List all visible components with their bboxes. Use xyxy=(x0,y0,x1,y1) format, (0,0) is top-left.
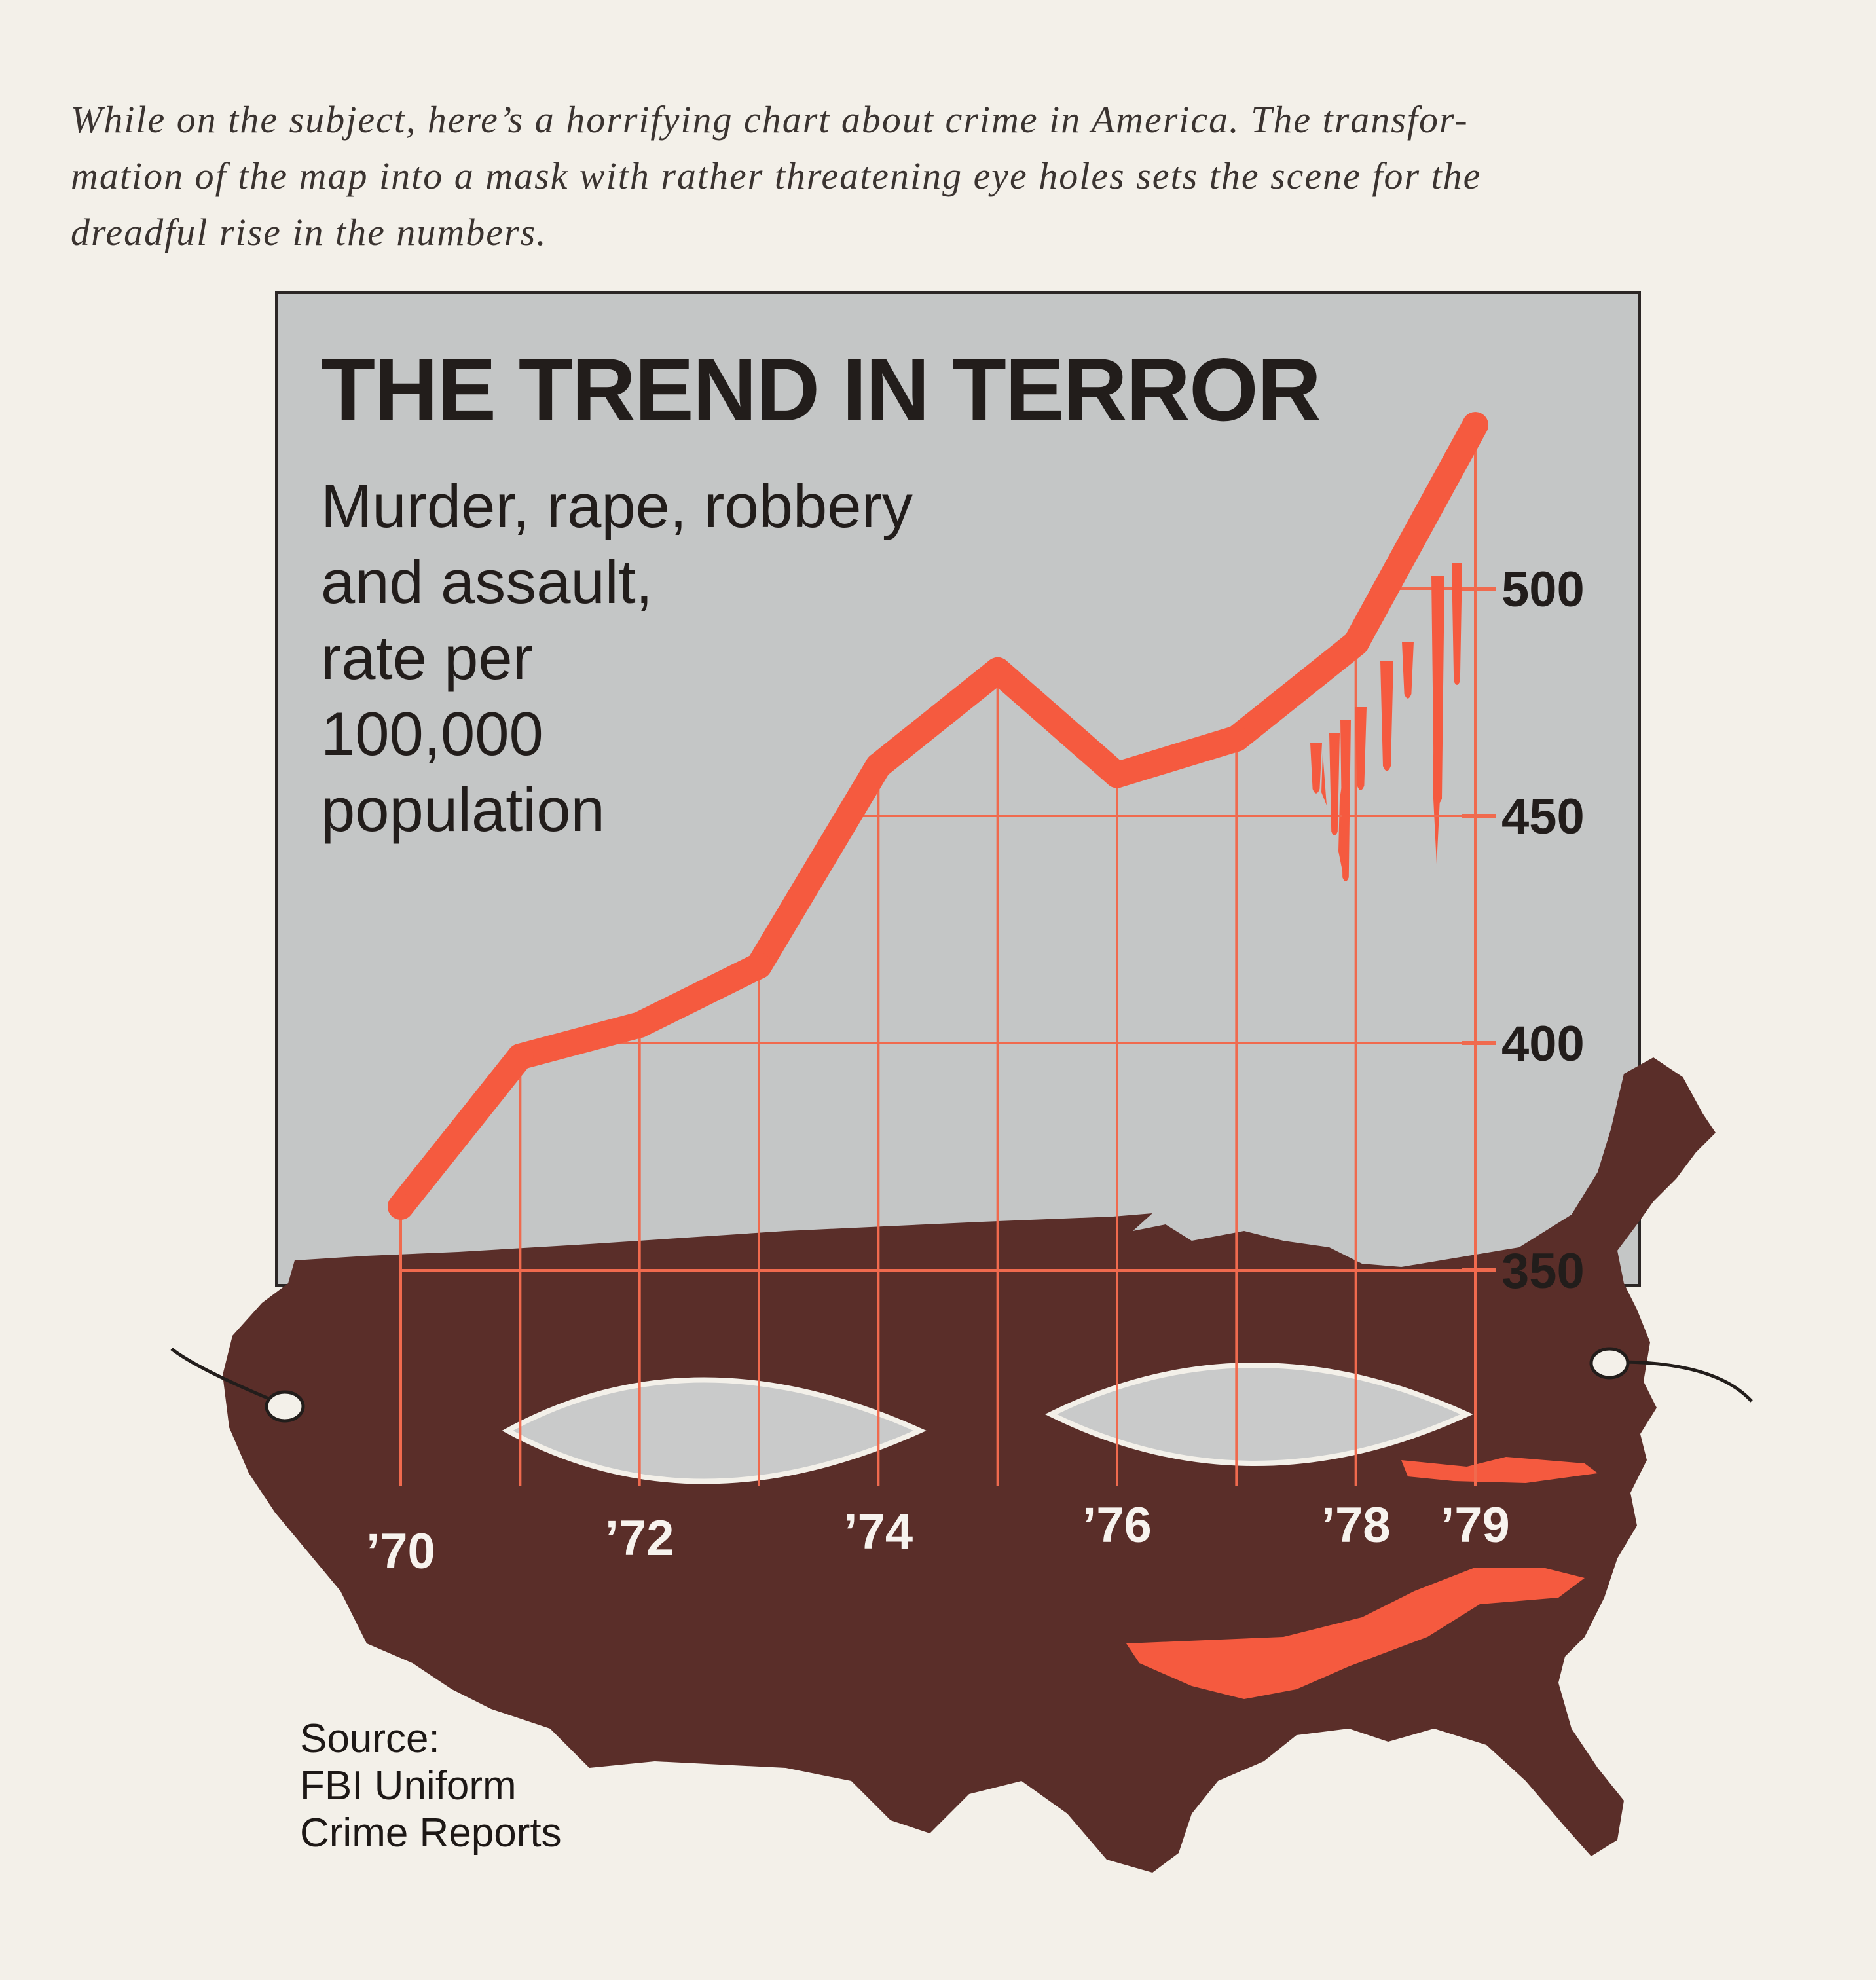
subtitle-line: 100,000 xyxy=(321,699,543,768)
subtitle-line: rate per xyxy=(321,623,533,692)
y-tick-label-350: 350 xyxy=(1501,1243,1585,1299)
data-line xyxy=(388,412,1488,1220)
data-point-1977 xyxy=(1223,725,1250,752)
x-tick-label-1979: ’79 xyxy=(1441,1497,1510,1553)
left-eyelet xyxy=(265,1390,305,1423)
x-tick-label-1974: ’74 xyxy=(844,1504,913,1560)
data-point-1976 xyxy=(1104,761,1130,788)
caption-line: dreadful rise in the numbers. xyxy=(71,211,547,253)
left-eye-hole xyxy=(502,1377,927,1484)
data-point-1979 xyxy=(1462,412,1488,439)
chart-subtitle: Murder, rape, robbery and assault, rate … xyxy=(321,468,1107,848)
subtitle-line: Murder, rape, robbery xyxy=(321,471,913,540)
subtitle-line: population xyxy=(321,775,605,844)
data-point-1974 xyxy=(865,752,892,779)
right-mask-tie xyxy=(1617,1360,1753,1402)
line-drip xyxy=(1402,642,1414,699)
line-drip xyxy=(1431,576,1444,804)
caption-line: While on the subject, here’s a horrifyin… xyxy=(71,98,1469,141)
line-drip xyxy=(1340,720,1351,881)
line-drip xyxy=(1329,733,1340,835)
y-tick-label-450: 450 xyxy=(1501,789,1585,845)
subtitle-line: and assault, xyxy=(321,547,653,616)
y-axis: 350 400 450 500 xyxy=(1462,562,1585,1299)
left-mask-tie xyxy=(170,1348,276,1403)
data-point-1975 xyxy=(984,657,1011,684)
right-eyelet xyxy=(1589,1347,1630,1380)
x-axis: ’70 ’72 ’74 ’76 ’78 ’79 xyxy=(366,1497,1510,1579)
data-point-1978 xyxy=(1342,630,1369,657)
x-tick-label-1970: ’70 xyxy=(366,1524,435,1579)
x-tick-label-1978: ’78 xyxy=(1321,1497,1391,1553)
source-line: FBI Uniform xyxy=(300,1763,517,1808)
series-line xyxy=(388,412,1488,1220)
data-point-1972 xyxy=(626,1012,653,1038)
line-drip xyxy=(1452,563,1462,685)
blood-drip xyxy=(1126,1568,1585,1699)
y-tick-label-400: 400 xyxy=(1501,1016,1585,1072)
x-tick-label-1972: ’72 xyxy=(605,1511,674,1566)
grid-lines xyxy=(399,425,1488,1486)
blood-drip xyxy=(1321,668,1441,877)
source-line: Crime Reports xyxy=(300,1810,562,1856)
caption: While on the subject, here’s a horrifyin… xyxy=(71,92,1786,261)
caption-line: mation of the map into a mask with rathe… xyxy=(71,155,1482,197)
chart-title: THE TREND IN TERROR xyxy=(321,340,1321,439)
y-tick-label-500: 500 xyxy=(1501,562,1585,617)
data-point-1971 xyxy=(507,1043,534,1070)
source-line: Source: xyxy=(300,1716,440,1761)
source-note: Source: FBI Uniform Crime Reports xyxy=(300,1715,562,1857)
line-drip xyxy=(1310,743,1322,794)
data-point-1970 xyxy=(388,1193,414,1220)
blood-drip xyxy=(1401,1457,1598,1483)
right-eye-hole xyxy=(1044,1363,1473,1466)
x-tick-label-1976: ’76 xyxy=(1082,1497,1152,1553)
chart-panel xyxy=(275,291,1641,1287)
line-drip xyxy=(1355,707,1367,790)
data-point-1973 xyxy=(746,953,772,980)
line-drip xyxy=(1380,661,1393,771)
